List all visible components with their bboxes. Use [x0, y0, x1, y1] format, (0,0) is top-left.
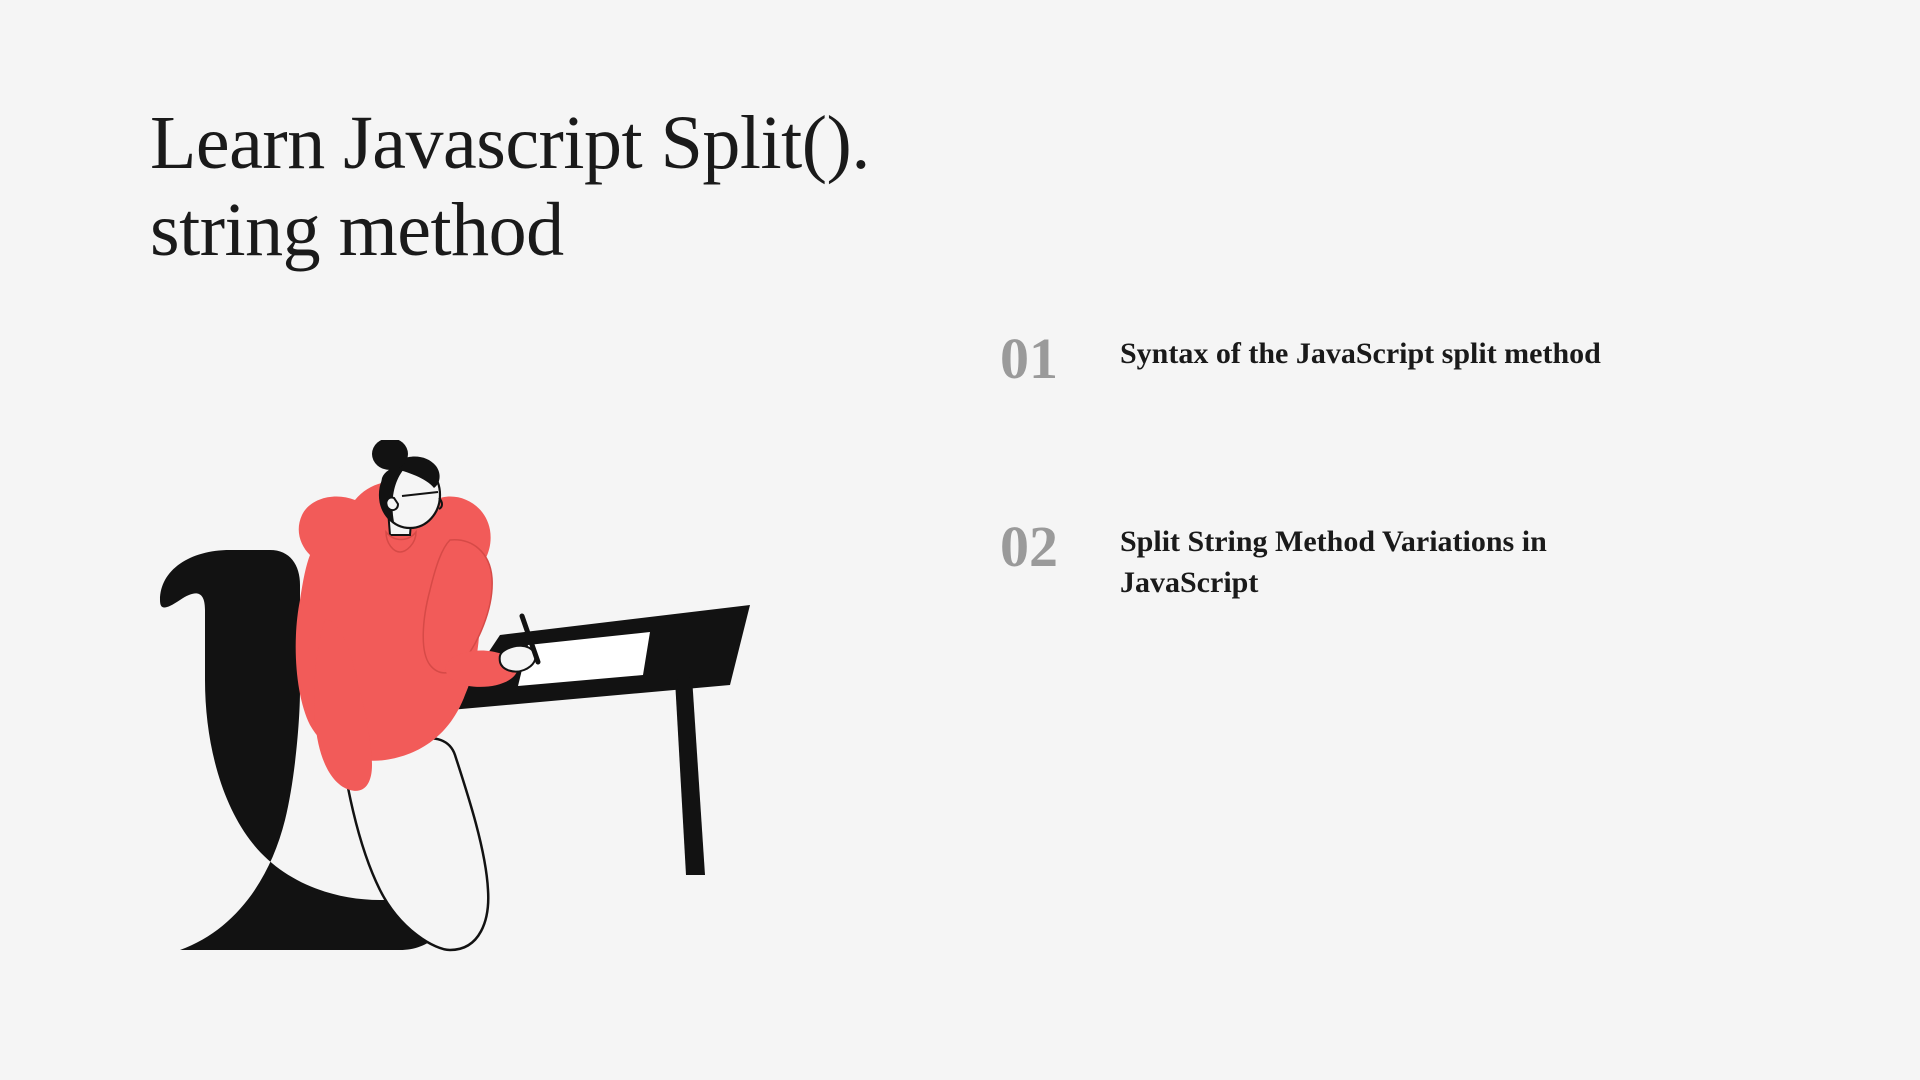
- left-column: Learn Javascript Split(). string method: [0, 0, 960, 1080]
- page-title: Learn Javascript Split(). string method: [150, 100, 900, 275]
- toc-text: Syntax of the JavaScript split method: [1120, 330, 1601, 375]
- right-column: 01 Syntax of the JavaScript split method…: [960, 0, 1920, 1080]
- person-at-desk-illustration: [150, 440, 770, 980]
- slide: Learn Javascript Split(). string method: [0, 0, 1920, 1080]
- person-desk-icon: [150, 440, 770, 980]
- toc-text: Split String Method Variations in JavaSc…: [1120, 518, 1640, 603]
- toc-number: 02: [1000, 518, 1090, 576]
- toc-item-2: 02 Split String Method Variations in Jav…: [1000, 518, 1740, 603]
- toc-item-1: 01 Syntax of the JavaScript split method: [1000, 330, 1740, 388]
- toc-number: 01: [1000, 330, 1090, 388]
